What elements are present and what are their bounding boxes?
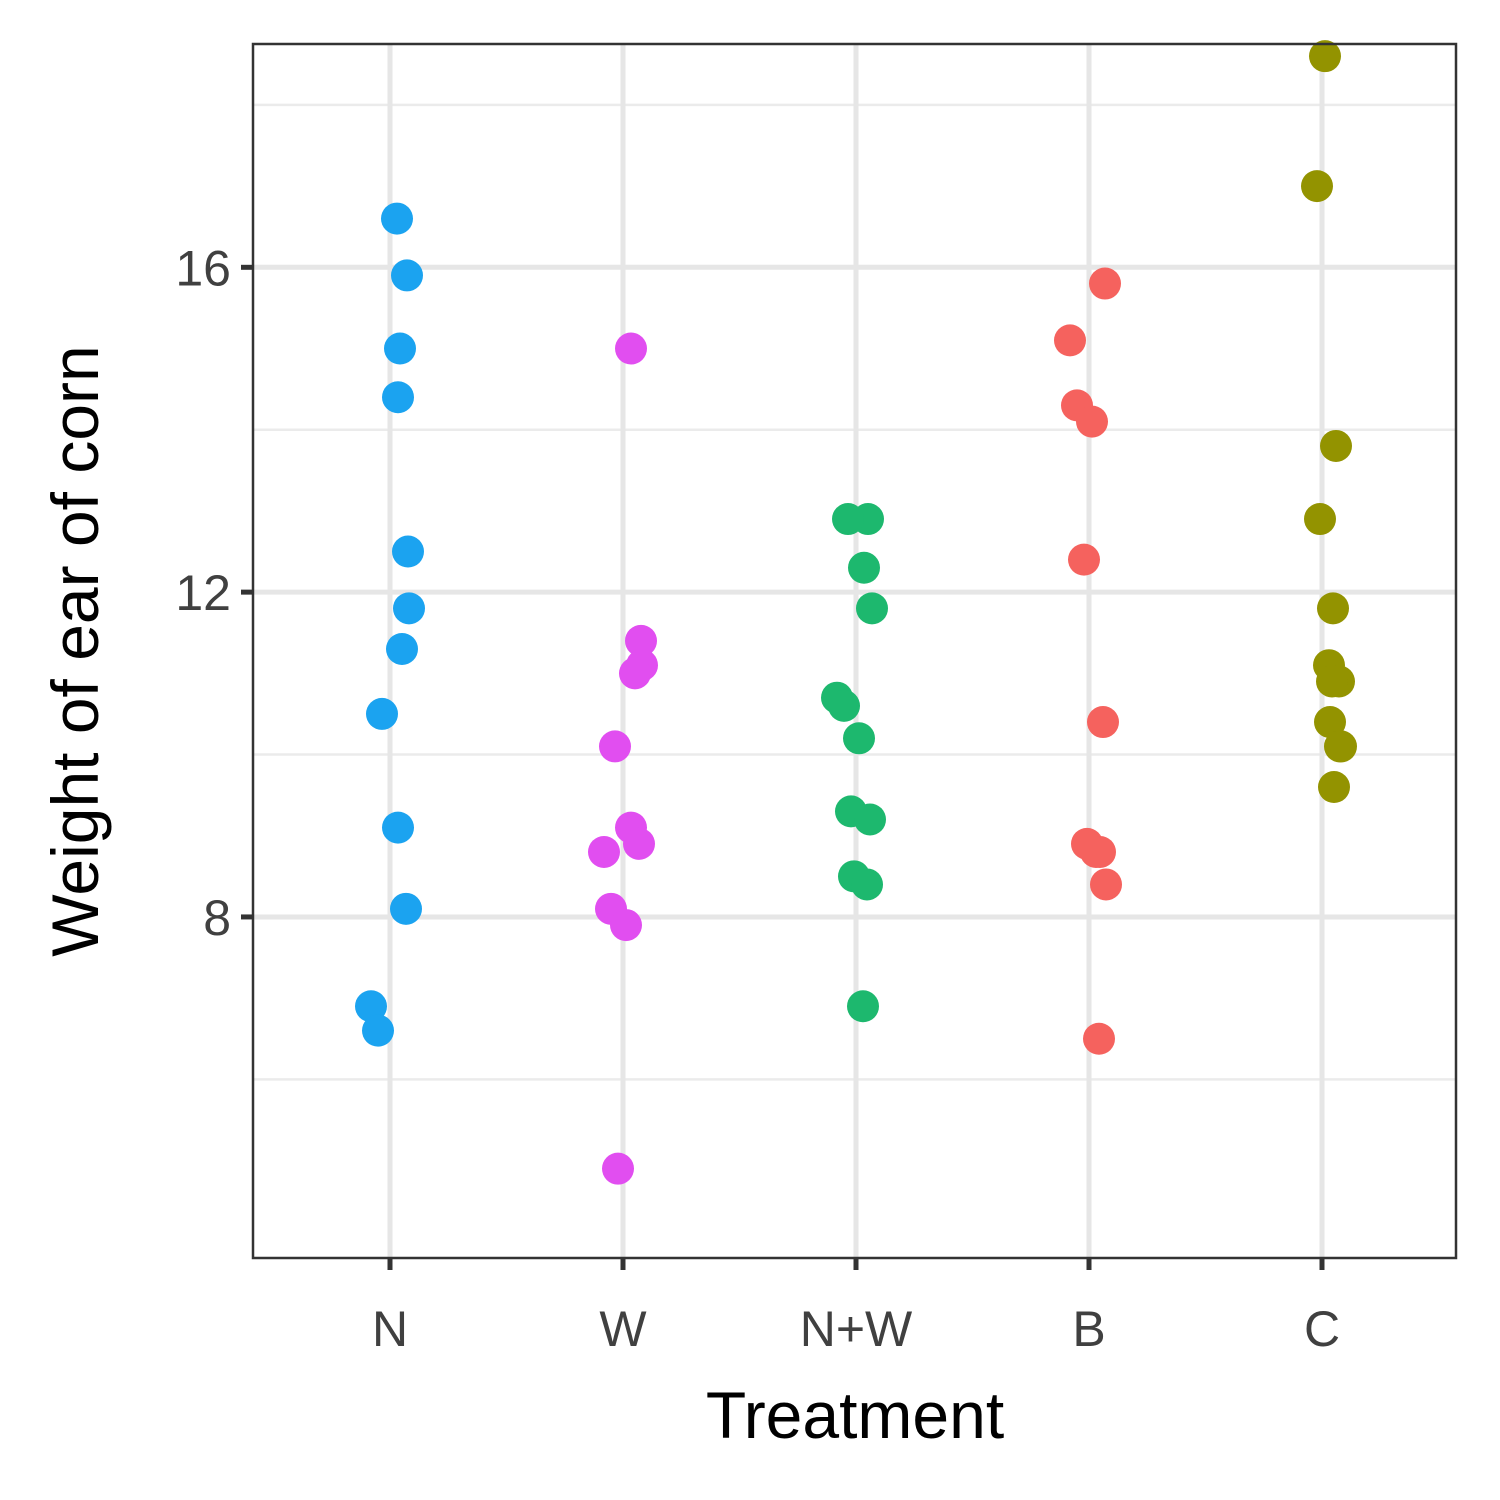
data-point	[1309, 40, 1341, 73]
data-point	[386, 632, 418, 665]
data-point	[1304, 503, 1336, 536]
data-point	[1325, 730, 1357, 763]
data-point	[832, 503, 864, 536]
data-point	[1087, 706, 1119, 739]
data-point	[392, 535, 424, 568]
data-point	[355, 990, 387, 1023]
y-tick-label: 8	[203, 890, 231, 946]
x-axis-title: Treatment	[706, 1378, 1004, 1452]
data-point	[588, 835, 620, 868]
data-point	[1089, 267, 1121, 300]
x-tick-label: B	[1072, 1301, 1105, 1357]
data-point	[1083, 1022, 1115, 1055]
data-point	[619, 657, 651, 690]
data-point	[382, 381, 414, 414]
data-point	[362, 1014, 394, 1047]
axis-ticks	[241, 264, 1325, 1270]
x-tick-label: N	[372, 1301, 408, 1357]
y-tick-label: 12	[175, 565, 231, 621]
data-point	[381, 202, 413, 235]
data-point	[390, 892, 422, 925]
y-axis-title: Weight of ear of corn	[38, 345, 112, 956]
data-point	[599, 730, 631, 763]
y-tick-labels: 8 12 16	[175, 240, 231, 946]
data-point	[1320, 429, 1352, 462]
data-point	[615, 332, 647, 365]
x-tick-label: N+W	[800, 1301, 913, 1357]
x-tick-labels: N W N+W B C	[372, 1301, 1340, 1357]
data-points	[355, 40, 1357, 1185]
data-point	[1068, 543, 1100, 576]
data-point	[391, 259, 423, 292]
data-point	[393, 592, 425, 625]
y-tick-label: 16	[175, 240, 231, 296]
data-point	[828, 689, 860, 722]
data-point	[623, 827, 655, 860]
data-point	[1054, 324, 1086, 357]
data-point	[1314, 706, 1346, 739]
x-tick-label: W	[599, 1301, 647, 1357]
data-point	[856, 592, 888, 625]
data-point	[602, 1152, 634, 1185]
data-point	[848, 551, 880, 584]
data-point	[1318, 771, 1350, 804]
data-point	[1090, 868, 1122, 901]
data-point	[384, 332, 416, 365]
data-point	[1316, 665, 1348, 698]
data-point	[366, 697, 398, 730]
data-point	[843, 722, 875, 755]
data-point	[610, 909, 642, 942]
data-point	[854, 803, 886, 836]
data-point	[1317, 592, 1349, 625]
data-point	[382, 811, 414, 844]
data-point	[625, 624, 657, 657]
grid-major	[253, 44, 1456, 1258]
data-point	[1080, 835, 1112, 868]
data-point	[847, 990, 879, 1023]
data-point	[1301, 170, 1333, 203]
data-point	[851, 868, 883, 901]
data-point	[1076, 405, 1108, 438]
x-tick-label: C	[1304, 1301, 1340, 1357]
